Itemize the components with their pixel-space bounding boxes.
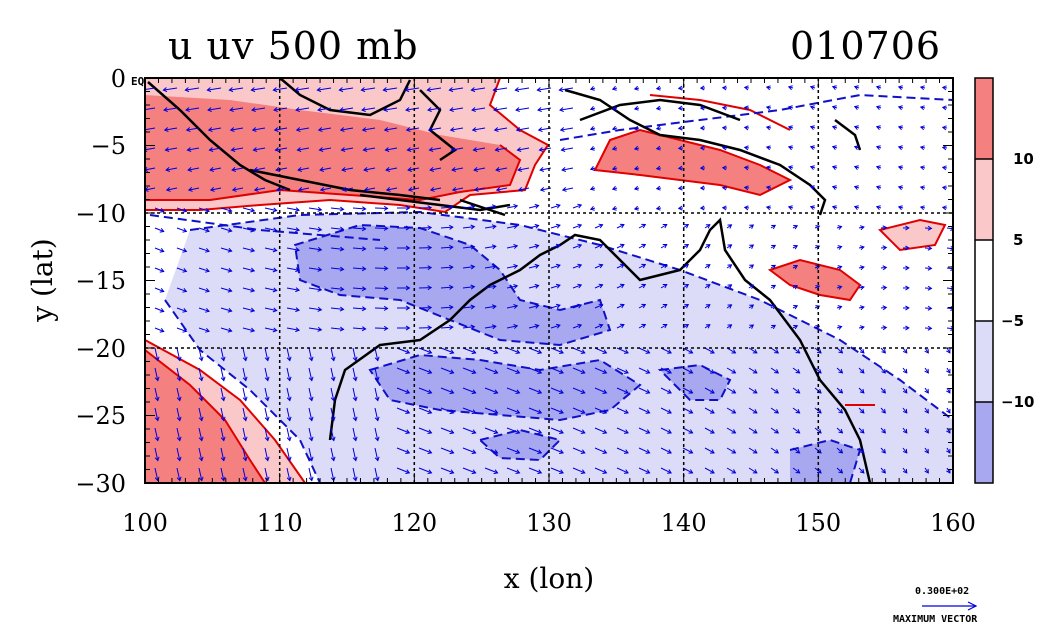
- negative-core-west: [295, 225, 610, 345]
- x-tick-140: 140: [661, 509, 707, 537]
- y-tick-5: −5: [91, 132, 126, 160]
- x-tick-120: 120: [391, 509, 437, 537]
- colorbar-swatch-2: [975, 159, 993, 240]
- wind-vectors: [145, 85, 953, 482]
- contour-pos-10: [145, 144, 522, 202]
- contour-pos-sw: [145, 339, 306, 483]
- y-tick-10: −10: [75, 200, 126, 228]
- coast-newguinea-n: [579, 98, 741, 122]
- coast-lesser-sunda: [359, 193, 511, 212]
- contour-pos-png: [593, 128, 793, 197]
- colorbar-label-neg5: −5: [1001, 312, 1024, 330]
- y-tick-25: −25: [75, 402, 126, 430]
- positive-region-far-east: [880, 220, 945, 250]
- y-axis-label: y (lat): [26, 238, 59, 322]
- colorbar-label-5: 5: [1013, 231, 1023, 249]
- colorbar-label-10: 10: [1013, 150, 1034, 168]
- x-tick-150: 150: [795, 509, 841, 537]
- plot-title: u uv 500 mb: [168, 24, 419, 68]
- contour-neg-10c: [657, 363, 732, 401]
- x-axis-label: x (lon): [504, 562, 594, 595]
- coast-java: [249, 168, 441, 202]
- y-tick-30: −30: [75, 470, 126, 498]
- colorbar-swatch-1: [975, 78, 993, 159]
- axis-ticks: [144, 77, 954, 484]
- coast-newbritain: [834, 119, 862, 151]
- contour-pos-ne: [649, 94, 791, 131]
- y-tick-15: −15: [75, 267, 126, 295]
- contour-pos-sw2: [145, 349, 266, 483]
- contour-pos-fareast: [878, 218, 947, 252]
- contour-neg-n1: [559, 93, 953, 141]
- coast-borneo: [279, 78, 412, 117]
- max-vector-value: 0.300E+02: [915, 586, 970, 597]
- coast-sumatra: [147, 81, 291, 192]
- x-tick-100: 100: [122, 509, 168, 537]
- colorbar-label-neg10: −10: [1001, 393, 1034, 411]
- colorbar-swatch-5: [975, 402, 993, 483]
- contour-neg-10b: [368, 353, 642, 422]
- plot-date: 010706: [790, 24, 942, 68]
- positive-region-png: [595, 130, 790, 195]
- y-tick-20: −20: [75, 335, 126, 363]
- x-tick-110: 110: [257, 509, 303, 537]
- coast-australia: [328, 217, 872, 483]
- x-tick-160: 160: [930, 509, 976, 537]
- contour-neg-10d: [789, 438, 862, 483]
- negative-core-central: [370, 355, 640, 420]
- x-tick-130: 130: [526, 509, 572, 537]
- y-tick-0: 0: [111, 65, 126, 93]
- contour-neg-5: [189, 210, 953, 421]
- contour-neg-10a: [293, 223, 612, 347]
- colorbar-swatch-4: [975, 321, 993, 402]
- colorbar: 10 5 −5 −10: [974, 77, 1034, 484]
- shaded-field: [145, 78, 953, 483]
- contour-neg-s: [477, 428, 562, 462]
- max-vector-arrow: [922, 601, 978, 611]
- contour-neg-5b: [164, 299, 321, 483]
- positive-core-southwest: [145, 350, 265, 483]
- positive-core-north: [145, 95, 520, 200]
- grid: [145, 78, 953, 483]
- max-vector-label: MAXIMUM VECTOR: [893, 614, 978, 625]
- colorbar-swatch-3: [975, 240, 993, 321]
- eq-label: EQ: [131, 75, 145, 88]
